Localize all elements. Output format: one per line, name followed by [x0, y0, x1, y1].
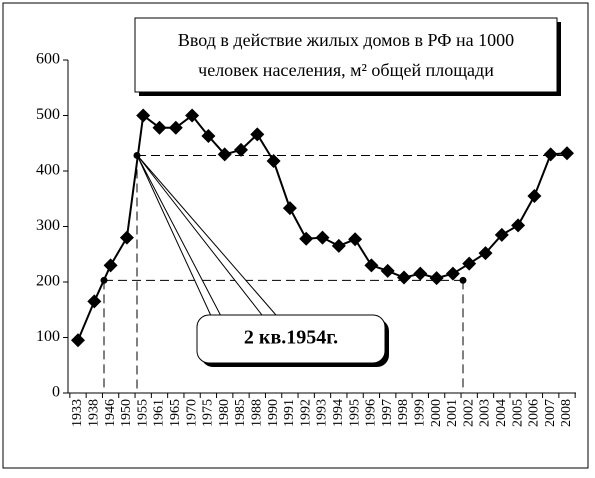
data-marker [315, 230, 330, 245]
data-marker [234, 142, 248, 157]
title-line: человек населения, м² общей площади [198, 60, 494, 80]
x-tick-label: 2004 [494, 399, 509, 427]
x-tick-label: 1994 [331, 399, 346, 427]
data-marker [136, 108, 151, 123]
x-tick-label: 2005 [510, 399, 525, 427]
data-marker [543, 147, 558, 162]
x-tick-label: 2007 [543, 399, 558, 427]
x-tick-label: 2002 [461, 399, 476, 427]
data-marker [168, 120, 183, 135]
y-tick-label: 500 [36, 106, 60, 123]
x-tick-label: 1946 [103, 399, 118, 427]
x-tick-label: 1961 [152, 399, 167, 427]
y-tick-label: 0 [52, 384, 60, 401]
data-marker [217, 147, 232, 162]
reference-point [459, 276, 467, 284]
data-marker [429, 271, 444, 286]
data-marker [282, 201, 297, 216]
x-tick-label: 2001 [445, 399, 460, 427]
data-marker [331, 238, 346, 253]
callout-box [196, 314, 386, 364]
data-marker [478, 246, 493, 261]
callout-text: 2 кв.1954г. [244, 327, 338, 349]
x-tick-label: 2003 [478, 399, 493, 427]
y-tick-label: 100 [36, 328, 60, 345]
y-tick-label: 400 [36, 162, 60, 179]
data-marker [201, 129, 216, 144]
y-tick-label: 600 [36, 51, 60, 68]
data-marker [527, 188, 542, 203]
data-marker [511, 218, 526, 233]
data-marker [266, 154, 281, 169]
x-tick-label: 1993 [315, 399, 330, 427]
title-box [134, 17, 558, 93]
data-marker [397, 270, 411, 285]
x-tick-label: 1990 [266, 399, 281, 427]
data-marker [494, 227, 509, 242]
x-tick-label: 1950 [119, 399, 134, 427]
data-marker [445, 266, 460, 281]
data-marker [560, 146, 574, 161]
data-marker [380, 263, 395, 278]
x-tick-label: 1997 [380, 399, 395, 427]
data-marker [364, 258, 379, 273]
x-tick-label: 1965 [168, 399, 183, 427]
x-tick-label: 1996 [364, 399, 379, 427]
x-tick-label: 1985 [233, 399, 248, 427]
x-tick-label: 1975 [201, 399, 216, 427]
x-tick-label: 1938 [87, 399, 102, 427]
data-marker [119, 230, 134, 245]
y-tick-label: 200 [36, 273, 60, 290]
x-tick-label: 1991 [282, 399, 297, 427]
x-tick-label: 1995 [347, 399, 362, 427]
data-marker [413, 266, 428, 281]
y-tick-label: 300 [36, 217, 60, 234]
x-tick-label: 1980 [217, 399, 232, 427]
x-tick-label: 1988 [250, 399, 265, 427]
data-marker [348, 232, 363, 247]
x-tick-label: 1970 [184, 399, 199, 427]
x-tick-label: 1999 [413, 399, 428, 427]
x-tick-label: 1955 [135, 399, 150, 427]
title-line: Ввод в действие жилых домов в РФ на 1000 [178, 30, 514, 50]
x-tick-label: 2008 [559, 399, 574, 427]
data-marker [87, 294, 102, 309]
x-tick-label: 1998 [396, 399, 411, 427]
x-tick-label: 1992 [298, 399, 313, 427]
data-marker [71, 333, 85, 348]
data-marker [299, 231, 314, 246]
data-marker [103, 258, 118, 273]
x-tick-label: 2000 [429, 399, 444, 427]
data-marker [462, 256, 477, 271]
x-tick-label: 2006 [527, 399, 542, 427]
x-tick-label: 1933 [70, 399, 85, 427]
data-marker [185, 108, 200, 123]
data-marker [250, 127, 265, 142]
data-marker [152, 120, 167, 135]
